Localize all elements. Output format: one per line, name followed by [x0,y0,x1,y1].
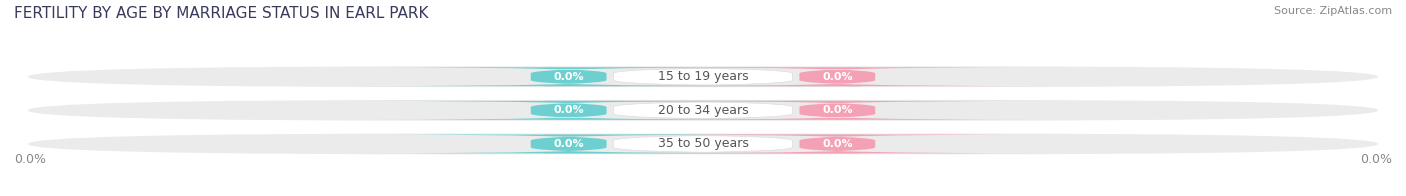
Text: 0.0%: 0.0% [1360,152,1392,166]
Text: 0.0%: 0.0% [823,105,852,115]
Text: 0.0%: 0.0% [823,139,852,149]
Text: 35 to 50 years: 35 to 50 years [658,137,748,150]
Text: 0.0%: 0.0% [554,105,583,115]
FancyBboxPatch shape [627,67,1047,86]
Text: 0.0%: 0.0% [554,72,583,82]
FancyBboxPatch shape [359,67,779,86]
Text: 0.0%: 0.0% [823,72,852,82]
Text: 20 to 34 years: 20 to 34 years [658,104,748,117]
FancyBboxPatch shape [28,133,1378,154]
FancyBboxPatch shape [544,101,862,120]
FancyBboxPatch shape [28,100,1378,121]
FancyBboxPatch shape [627,134,1047,153]
Text: Source: ZipAtlas.com: Source: ZipAtlas.com [1274,6,1392,16]
FancyBboxPatch shape [544,67,862,86]
FancyBboxPatch shape [28,66,1378,87]
Text: 0.0%: 0.0% [14,152,46,166]
FancyBboxPatch shape [359,101,779,120]
FancyBboxPatch shape [544,134,862,153]
FancyBboxPatch shape [627,101,1047,120]
Legend: Married, Unmarried: Married, Unmarried [620,193,786,196]
FancyBboxPatch shape [359,134,779,153]
Text: FERTILITY BY AGE BY MARRIAGE STATUS IN EARL PARK: FERTILITY BY AGE BY MARRIAGE STATUS IN E… [14,6,429,21]
Text: 15 to 19 years: 15 to 19 years [658,70,748,83]
Text: 0.0%: 0.0% [554,139,583,149]
